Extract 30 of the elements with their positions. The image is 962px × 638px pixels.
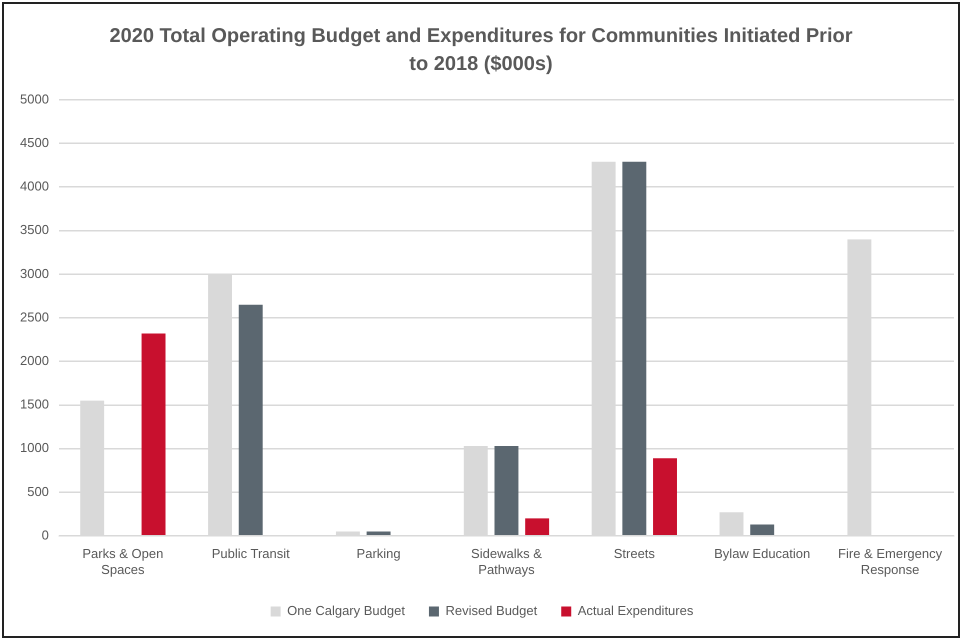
x-tick-label: Fire & Emergency Response [838, 546, 943, 577]
bar [525, 518, 550, 536]
y-tick-label: 4000 [20, 178, 49, 194]
y-tick-label: 1500 [20, 396, 49, 412]
y-tick-label: 500 [27, 484, 49, 499]
chart-title: 2020 Total Operating Budget and Expenditures for Communities Initiated Prior to 2018 ($000s) [108, 24, 854, 77]
y-tick-label: 3500 [20, 222, 49, 238]
y-tick-label: 2500 [20, 309, 49, 324]
y-tick-label: 0 [42, 527, 49, 542]
legend-label: Actual Expenditures [578, 603, 694, 618]
bar [238, 304, 263, 536]
x-tick-label: Parks & Open Spaces [82, 546, 164, 577]
x-tick-label: Streets [614, 546, 656, 562]
bar [622, 162, 646, 536]
legend-label: One Calgary Budget [287, 603, 406, 618]
bar [653, 458, 677, 536]
bar [142, 333, 166, 536]
x-tick-label: Sidewalks & Pathways [471, 546, 542, 577]
x-tick-label: Parking [356, 546, 401, 562]
legend-label: Revised Budget [445, 603, 538, 618]
y-tick-label: 5000 [20, 91, 49, 106]
y-tick-label: 3000 [20, 266, 49, 281]
bar [750, 524, 774, 536]
y-tick-label: 4500 [20, 134, 49, 150]
y-tick-label: 2000 [20, 352, 49, 368]
x-tick-label: Public Transit [212, 546, 290, 562]
bar [366, 531, 391, 536]
bar [494, 446, 518, 536]
y-tick-label: 1000 [20, 440, 49, 456]
x-tick-label: Bylaw Education [714, 546, 810, 562]
